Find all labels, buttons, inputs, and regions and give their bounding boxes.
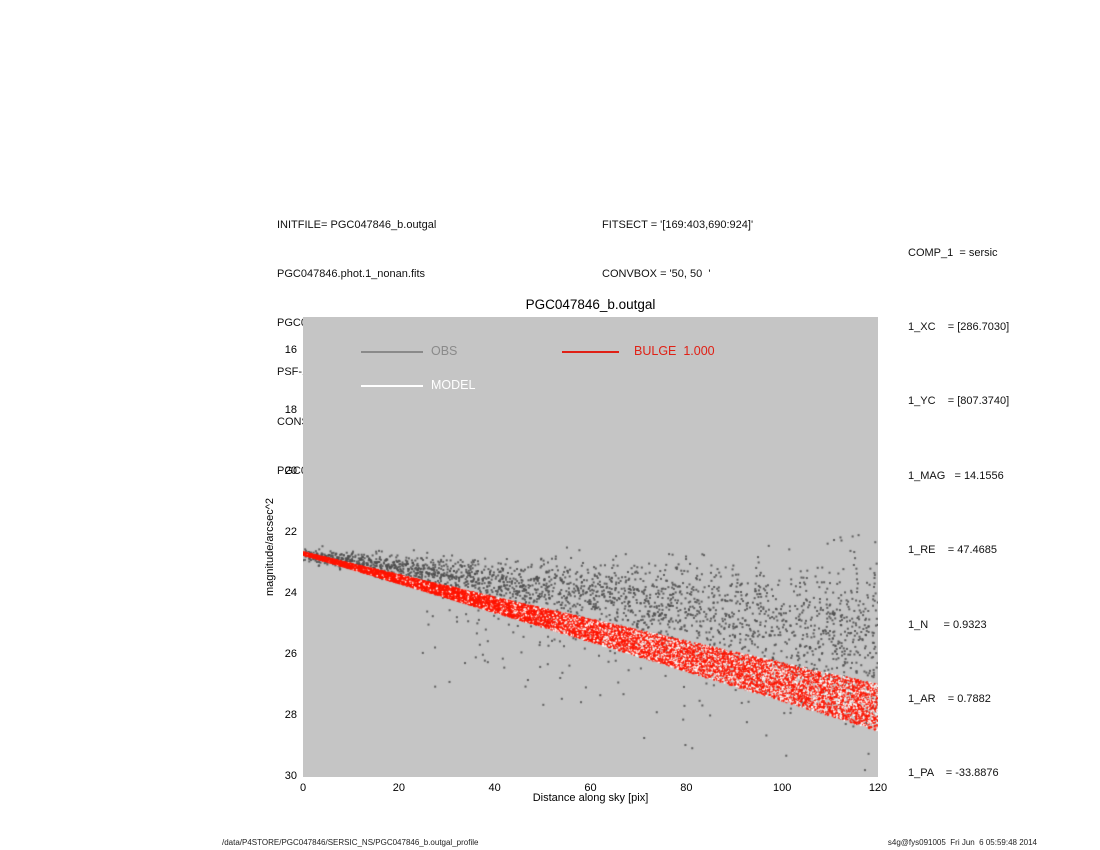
x-axis-title: Distance along sky [pix] [532, 792, 649, 804]
y-tick-label: 30 [284, 770, 297, 782]
header-line: INITFILE= PGC047846_b.outgal [277, 218, 437, 231]
y-tick-label: 26 [284, 648, 297, 661]
legend-bulge-label: BULGE 1.000 [634, 344, 715, 358]
chart-title: PGC047846_b.outgal [525, 297, 656, 312]
x-tick-label: 40 [488, 782, 501, 794]
x-tick-label: 100 [772, 782, 792, 794]
legend-obs-label: OBS [431, 344, 458, 358]
x-tick-label: 80 [680, 782, 693, 794]
header-fit-params-block: COMP_1 = sersic 1_XC = [286.7030] 1_YC =… [908, 191, 1010, 850]
y-tick-label: 18 [284, 404, 297, 417]
header-line: PGC047846.phot.1_nonan.fits [277, 268, 426, 281]
param-line: COMP_1 = sersic [908, 246, 998, 259]
y-axis-title: magnitude/arcsec^2 [264, 497, 276, 597]
param-line: 1_AR = 0.7882 [908, 692, 991, 705]
x-tick-label: 120 [868, 782, 888, 794]
x-tick-label: 60 [584, 782, 597, 794]
profile-plot-canvas [303, 317, 878, 777]
y-tick-label: 16 [284, 343, 297, 356]
legend-model-label: MODEL [431, 378, 476, 392]
y-tick-label: 28 [284, 709, 297, 722]
param-line: 1_MAG = 14.1556 [908, 469, 1004, 482]
legend-model-line-swatch [361, 385, 423, 387]
header-line: CONVBOX = '50, 50 ' [602, 268, 711, 281]
param-line: 1_PA = -33.8876 [908, 767, 999, 780]
legend-bulge-line-swatch [562, 351, 619, 353]
param-line: 1_YC = [807.3740] [908, 395, 1010, 408]
profile-plot-area: OBS MODEL BULGE 1.000 [303, 317, 878, 777]
param-line: 1_N = 0.9323 [908, 618, 987, 631]
legend-obs-line-swatch [361, 351, 423, 353]
param-line: 1_RE = 47.4685 [908, 544, 997, 557]
header-line: FITSECT = '[169:403,690:924]' [602, 218, 754, 231]
param-line: 1_XC = [286.7030] [908, 320, 1010, 333]
y-tick-label: 24 [284, 587, 297, 600]
footer-output-path: /data/P4STORE/PGC047846/SERSIC_NS/PGC047… [222, 838, 479, 847]
x-tick-label: 20 [392, 782, 405, 794]
footer-user-timestamp: s4g@fys091005 Fri Jun 6 05:59:48 2014 [887, 838, 1037, 847]
y-tick-label: 20 [284, 465, 297, 478]
x-tick-label: 0 [299, 782, 307, 794]
y-tick-label: 22 [284, 526, 297, 539]
